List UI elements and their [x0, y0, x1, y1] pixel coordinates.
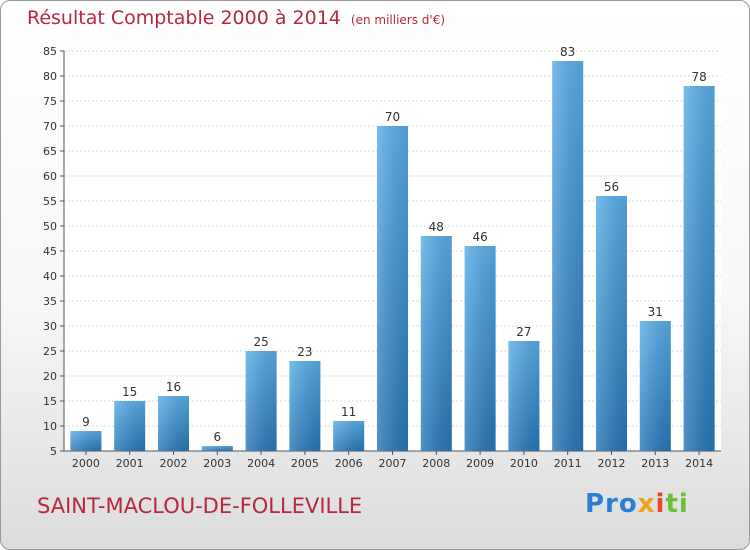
y-axis: 5 10 15 20 25 30 35 40 45 50 55 60 65 70 75 80 85 2000 200…: [43, 45, 721, 470]
bar-value-label: 25: [253, 335, 268, 349]
y-tick-label: 5: [50, 445, 57, 458]
y-tick-label: 65: [43, 145, 57, 158]
x-tick-label: 2002: [160, 457, 188, 470]
bar-shade: [552, 61, 584, 451]
bar-shade: [639, 321, 671, 451]
bar-value-label: 9: [82, 415, 90, 429]
bar-shade: [420, 236, 452, 451]
y-tick-label: 10: [43, 420, 57, 433]
bar-value-label: 70: [385, 110, 400, 124]
bar-shade: [377, 126, 408, 451]
x-tick-label: 2012: [598, 457, 626, 470]
x-tick-label: 2008: [422, 457, 450, 470]
y-tick-label: 55: [43, 195, 57, 208]
y-tick-label: 75: [43, 95, 57, 108]
y-tick-label: 70: [43, 120, 57, 133]
logo-part-4: ti: [665, 489, 689, 519]
bar-value-label: 11: [341, 405, 356, 419]
x-tick-label: 2000: [72, 457, 100, 470]
bar-value-label: 15: [122, 385, 137, 399]
bar-shade: [70, 431, 102, 451]
bar-value-label: 56: [604, 180, 619, 194]
y-tick-label: 60: [43, 170, 57, 183]
bar-value-label: 23: [297, 345, 312, 359]
bar-shade: [464, 246, 496, 451]
y-tick-label: 15: [43, 395, 57, 408]
y-tick-label: 20: [43, 370, 57, 383]
x-tick-label: 2006: [335, 457, 363, 470]
bar-value-label: 78: [691, 70, 706, 84]
bar-value-label: 27: [516, 325, 531, 339]
proxiti-logo: Proxiti: [585, 489, 689, 519]
bar-shade: [333, 421, 365, 451]
logo-part-2: x: [637, 489, 656, 519]
x-tick-label: 2003: [203, 457, 231, 470]
chart-subtitle: (en milliers d'€): [350, 13, 446, 27]
bar-value-label: 48: [429, 220, 444, 234]
y-tick-label: 85: [43, 45, 57, 58]
y-tick-label: 40: [43, 270, 57, 283]
x-tick-label: 2009: [466, 457, 494, 470]
bar-value-label: 31: [648, 305, 663, 319]
x-tick-label: 2004: [247, 457, 275, 470]
bar-value-label: 46: [472, 230, 487, 244]
bar-shade: [683, 86, 715, 451]
x-tick-label: 2011: [554, 457, 582, 470]
y-tick-label: 80: [43, 70, 57, 83]
x-tick-label: 2007: [379, 457, 407, 470]
x-tick-label: 2005: [291, 457, 319, 470]
logo-part-3: i: [655, 489, 666, 519]
bars: 9 15 16 6 25 23 11 70 48 46 27 83 56 31 78: [70, 45, 715, 451]
y-tick-label: 45: [43, 245, 57, 258]
place-name: SAINT-MACLOU-DE-FOLLEVILLE: [37, 494, 363, 518]
bar-shade: [158, 396, 189, 451]
x-tick-label: 2001: [116, 457, 144, 470]
bar-shade: [596, 196, 627, 451]
y-tick-label: 50: [43, 220, 57, 233]
y-tick-label: 35: [43, 295, 57, 308]
y-tick-label: 25: [43, 345, 57, 358]
x-tick-label: 2010: [510, 457, 538, 470]
bar-shade: [245, 351, 277, 451]
bar-value-label: 83: [560, 45, 575, 59]
y-tick-label: 30: [43, 320, 57, 333]
logo-part-1: Pro: [585, 489, 638, 519]
chart-title-text: Résultat Comptable 2000 à 2014: [27, 7, 341, 29]
bar-shade: [114, 401, 146, 451]
bar-shade: [201, 446, 233, 451]
x-tick-label: 2014: [685, 457, 713, 470]
bar-shade: [289, 361, 321, 451]
bar-value-label: 6: [213, 430, 221, 444]
bar-shade: [508, 341, 540, 451]
x-tick-label: 2013: [641, 457, 669, 470]
bar-value-label: 16: [166, 380, 181, 394]
chart-title: Résultat Comptable 2000 à 2014 (en millie…: [27, 7, 445, 29]
